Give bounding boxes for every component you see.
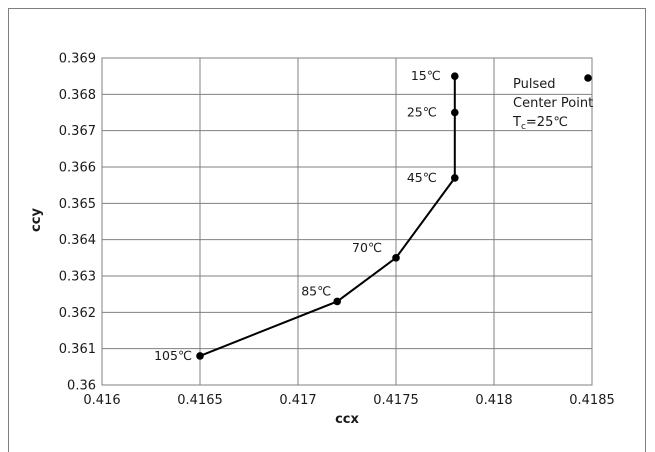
y-tick-label: 0.366 [59,161,96,176]
data-points [196,72,459,360]
legend-line-1: Pulsed [513,77,556,92]
y-tick-label: 0.361 [59,342,96,357]
x-tick-label: 0.4185 [569,393,615,408]
data-point [451,72,459,80]
y-tick-label: 0.367 [59,124,96,139]
legend: Pulsed Center Point Tc=25℃ [512,74,593,132]
y-tick-labels: 0.36 0.361 0.362 0.363 0.364 0.365 0.366 0.367 0… [59,52,96,394]
data-point [392,254,400,262]
y-tick-label: 0.362 [59,306,96,321]
data-label: 15℃ [411,68,441,83]
legend-line-2: Center Point [513,96,593,111]
y-tick-label: 0.369 [59,52,96,67]
data-label: 85℃ [301,283,331,298]
x-tick-label: 0.418 [475,393,512,408]
legend-marker [584,74,592,82]
y-tick-label: 0.368 [59,88,96,103]
legend-line-3: Tc=25℃ [512,115,568,132]
data-label: 25℃ [407,105,437,120]
data-labels: 105℃ 85℃ 70℃ 45℃ 25℃ 15℃ [154,68,441,363]
x-tick-label: 0.416 [83,393,120,408]
legend-sub: c [521,122,526,132]
data-point [451,174,459,182]
data-label: 105℃ [154,348,192,363]
chart-frame [8,8,646,452]
data-point [333,297,342,306]
y-tick-label: 0.364 [59,233,96,248]
x-tick-label: 0.4165 [177,393,223,408]
x-tick-labels: 0.416 0.4165 0.417 0.4175 0.418 0.4185 [83,393,614,408]
series-line [199,76,456,357]
y-axis-title: ccy [29,208,44,232]
legend-rest: =25℃ [526,115,568,130]
y-tick-label: 0.36 [67,379,96,394]
x-tick-label: 0.4175 [373,393,419,408]
data-point [451,108,459,117]
plot-area [101,57,593,386]
x-axis-title: ccx [335,412,359,427]
data-point [196,352,204,360]
x-tick-label: 0.417 [279,393,316,408]
data-label: 70℃ [352,240,382,255]
y-tick-label: 0.363 [59,270,96,285]
data-label: 45℃ [407,170,437,185]
y-tick-label: 0.365 [59,197,96,212]
legend-t: T [512,115,521,130]
